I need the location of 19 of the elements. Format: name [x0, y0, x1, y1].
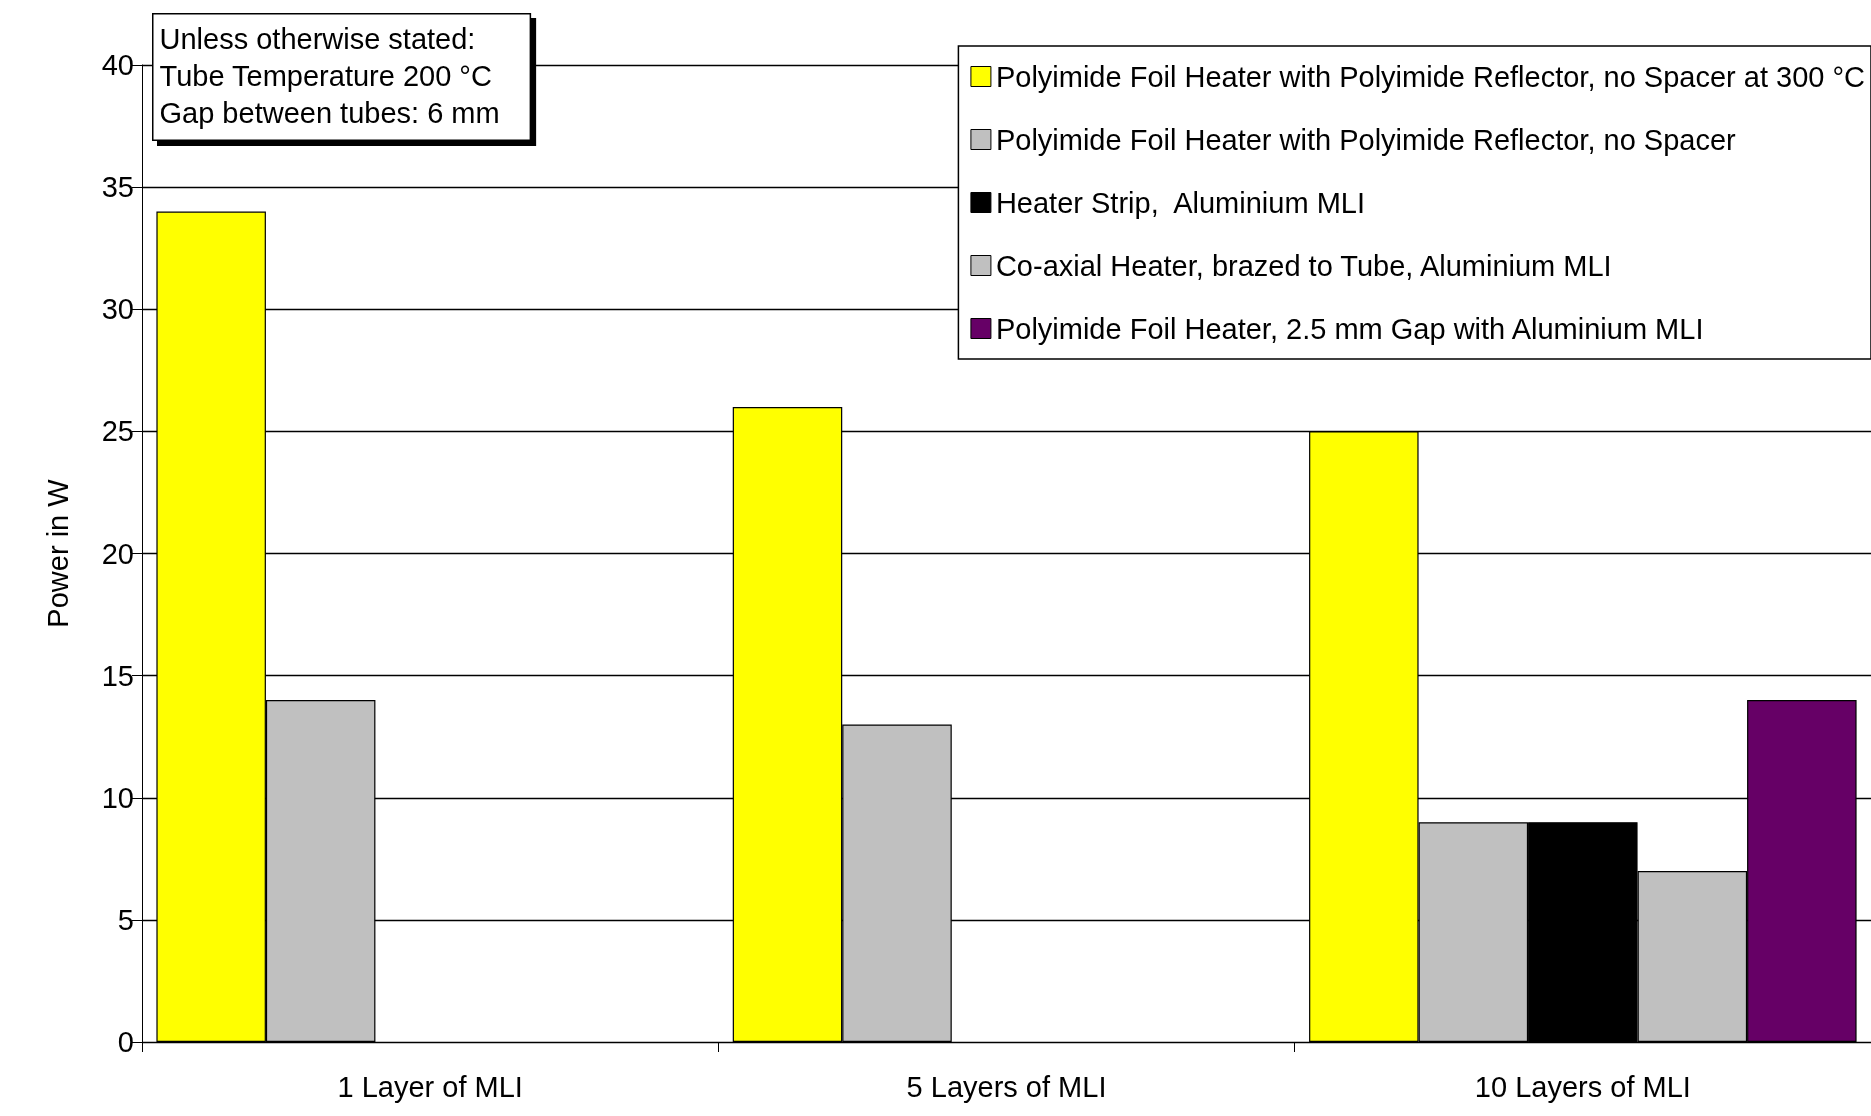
- y-tick-label: 15: [101, 659, 134, 692]
- y-tick-label: 20: [101, 537, 134, 570]
- legend-label: Polyimide Foil Heater with Polyimide Reflector, no Spacer: [995, 123, 1737, 156]
- x-tick-label: 10 Layers of MLI: [1474, 1070, 1691, 1103]
- legend-label: Polyimide Foil Heater, 2.5 mm Gap with Aluminium MLI: [995, 312, 1704, 345]
- y-tick-label: 5: [117, 903, 134, 936]
- y-tick-label: 25: [101, 415, 134, 448]
- y-tick-label: 10: [101, 781, 134, 814]
- y-tick-label: 0: [117, 1026, 134, 1058]
- legend-label: Polyimide Foil Heater with Polyimide Reflector, no Spacer at 300 °C: [995, 60, 1865, 93]
- y-tick-label: 40: [101, 49, 134, 81]
- x-tick-label: 5 Layers of MLI: [906, 1070, 1107, 1103]
- y-tick-label: 30: [101, 293, 134, 326]
- y-tick-label: 35: [101, 171, 134, 204]
- y-axis-title: Power in W: [41, 478, 74, 628]
- legend-label: Co-axial Heater, brazed to Tube, Aluminium MLI: [995, 249, 1612, 282]
- annotation: Unless otherwise stated: Tube Temperature 200 °C Gap between tubes: 6 mm: [159, 23, 500, 129]
- x-tick-label: 1 Layer of MLI: [337, 1070, 523, 1103]
- legend-label: Heater Strip, Aluminium MLI: [995, 186, 1365, 219]
